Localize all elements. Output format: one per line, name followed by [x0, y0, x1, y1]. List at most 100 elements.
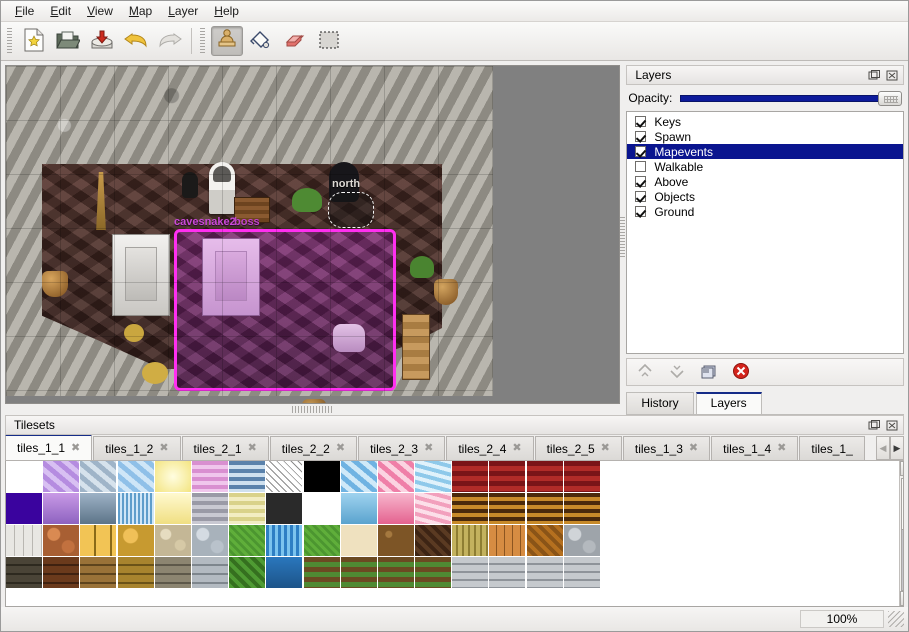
- tile[interactable]: [452, 461, 490, 493]
- tile[interactable]: [749, 493, 787, 525]
- layer-list[interactable]: Keys Spawn Mapevents Walkable Above: [626, 111, 904, 354]
- map-canvas[interactable]: north cavesnake2 boss: [5, 65, 620, 405]
- tile[interactable]: [749, 557, 787, 589]
- tile[interactable]: [861, 525, 899, 557]
- tile[interactable]: [638, 525, 676, 557]
- new-map-button[interactable]: [18, 26, 50, 56]
- tile[interactable]: [377, 557, 415, 589]
- tile-grid[interactable]: [6, 461, 899, 606]
- tileset-tab-tiles_2_2[interactable]: tiles_2_2 ✖: [269, 436, 358, 460]
- lower-layer-button[interactable]: [667, 362, 687, 382]
- tile[interactable]: [80, 557, 118, 589]
- menu-edit[interactable]: Edit: [50, 4, 72, 18]
- tile[interactable]: [191, 461, 229, 493]
- tile[interactable]: [154, 493, 192, 525]
- scroll-down-button[interactable]: ▼: [899, 591, 903, 606]
- tileset-tab-tiles_2_5[interactable]: tiles_2_5 ✖: [534, 436, 622, 460]
- toolbar-grip-1[interactable]: [5, 28, 13, 54]
- layer-row[interactable]: Keys: [627, 114, 903, 129]
- tile[interactable]: [377, 525, 415, 557]
- tab-close-icon[interactable]: ✖: [512, 442, 522, 454]
- tile[interactable]: [489, 461, 527, 493]
- tile[interactable]: [6, 493, 43, 525]
- tile[interactable]: [229, 493, 267, 525]
- scroll-tabs-left-button[interactable]: ◀: [876, 436, 890, 460]
- tile[interactable]: [43, 557, 81, 589]
- tab-close-icon[interactable]: ✖: [247, 442, 257, 454]
- remove-layer-button[interactable]: [731, 362, 751, 382]
- tab-history[interactable]: History: [626, 392, 694, 414]
- tile[interactable]: [861, 461, 899, 493]
- tab-close-icon[interactable]: ✖: [424, 442, 434, 454]
- tile[interactable]: [786, 525, 824, 557]
- layer-row[interactable]: Above: [627, 174, 903, 189]
- close-icon[interactable]: [884, 68, 899, 82]
- tile[interactable]: [340, 557, 378, 589]
- tile[interactable]: [117, 461, 155, 493]
- menu-help[interactable]: Help: [214, 4, 239, 18]
- layer-row[interactable]: Ground: [627, 204, 903, 219]
- tile[interactable]: [43, 525, 81, 557]
- tile[interactable]: [117, 525, 155, 557]
- tile[interactable]: [43, 461, 81, 493]
- tile[interactable]: [452, 493, 490, 525]
- tile[interactable]: [377, 461, 415, 493]
- tile[interactable]: [303, 557, 341, 589]
- tile[interactable]: [824, 525, 862, 557]
- horizontal-splitter[interactable]: [5, 404, 620, 415]
- tileset-tab-tiles_1_3[interactable]: tiles_1_3 ✖: [622, 436, 711, 460]
- float-icon[interactable]: [866, 418, 881, 432]
- tile[interactable]: [675, 493, 713, 525]
- close-icon[interactable]: [884, 418, 899, 432]
- tile[interactable]: [340, 525, 378, 557]
- tile[interactable]: [6, 461, 43, 493]
- tile[interactable]: [526, 525, 564, 557]
- tile[interactable]: [526, 557, 564, 589]
- tile[interactable]: [191, 493, 229, 525]
- tile[interactable]: [415, 525, 453, 557]
- layer-visibility-checkbox[interactable]: [635, 176, 647, 187]
- redo-button[interactable]: [154, 26, 186, 56]
- tile[interactable]: [861, 493, 899, 525]
- tile[interactable]: [526, 461, 564, 493]
- resize-grip[interactable]: [888, 611, 904, 627]
- tile[interactable]: [749, 525, 787, 557]
- tile[interactable]: [824, 493, 862, 525]
- tile[interactable]: [303, 525, 341, 557]
- tile[interactable]: [266, 557, 304, 589]
- tileset-tab-tiles_2_3[interactable]: tiles_2_3 ✖: [358, 436, 446, 460]
- tile[interactable]: [154, 557, 192, 589]
- tile[interactable]: [601, 461, 638, 493]
- layer-visibility-checkbox[interactable]: [635, 131, 647, 142]
- tile[interactable]: [229, 525, 267, 557]
- tile[interactable]: [415, 493, 453, 525]
- tile[interactable]: [6, 557, 43, 589]
- zoom-level[interactable]: 100%: [800, 610, 884, 628]
- tileset-tab-tiles_2_1[interactable]: tiles_2_1 ✖: [181, 436, 269, 460]
- layer-visibility-checkbox[interactable]: [635, 206, 647, 217]
- layer-row[interactable]: Spawn: [627, 129, 903, 144]
- tile[interactable]: [229, 557, 267, 589]
- tile[interactable]: [563, 525, 601, 557]
- tile[interactable]: [526, 493, 564, 525]
- duplicate-layer-button[interactable]: [699, 362, 719, 382]
- menu-file[interactable]: FFileile: [15, 4, 35, 18]
- toolbar-grip-2[interactable]: [198, 28, 206, 54]
- tile[interactable]: [266, 461, 304, 493]
- tileset-tab-tiles_1_1[interactable]: tiles_1_1 ✖: [5, 435, 93, 460]
- tile[interactable]: [786, 557, 824, 589]
- tile[interactable]: [563, 493, 601, 525]
- tile[interactable]: [303, 493, 341, 525]
- tile[interactable]: [266, 525, 304, 557]
- layer-row[interactable]: Objects: [627, 189, 903, 204]
- opacity-slider-handle[interactable]: [878, 91, 902, 106]
- undo-button[interactable]: [120, 26, 152, 56]
- tile[interactable]: [712, 557, 750, 589]
- vertical-splitter[interactable]: [619, 61, 627, 415]
- tileset-tab-tiles_1_2[interactable]: tiles_1_2 ✖: [93, 436, 181, 460]
- stamp-tool-button[interactable]: [211, 26, 243, 56]
- tile[interactable]: [489, 493, 527, 525]
- tile[interactable]: [638, 493, 676, 525]
- map-selection-marquee[interactable]: [328, 192, 374, 228]
- tile[interactable]: [861, 557, 899, 589]
